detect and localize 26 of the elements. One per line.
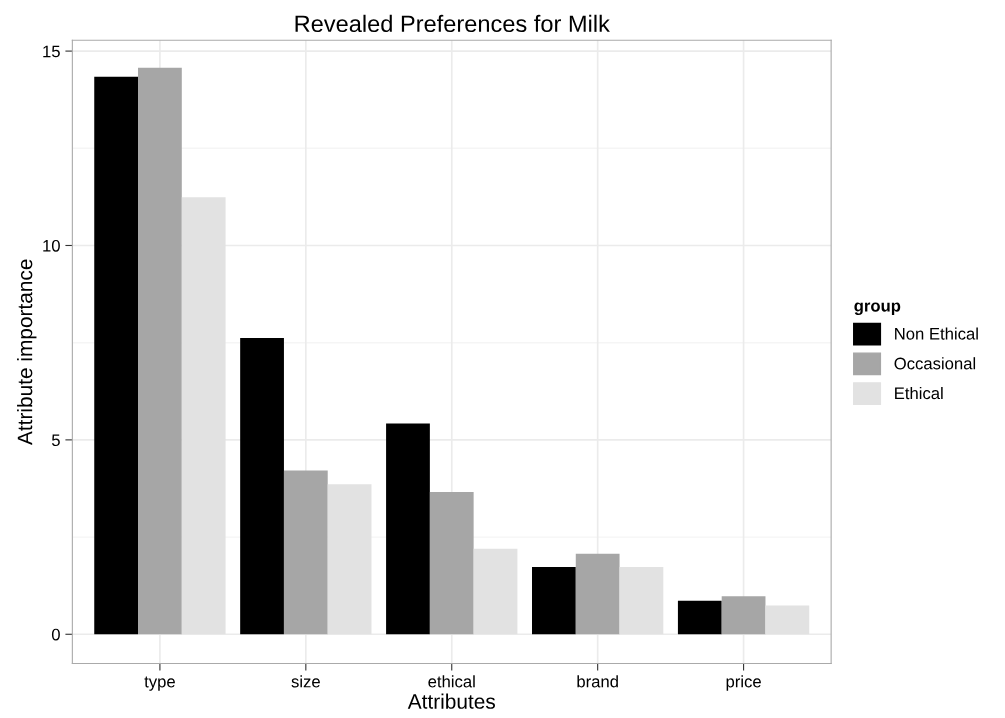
bar — [240, 338, 284, 635]
bar — [429, 491, 474, 635]
x-tick-label: price — [726, 675, 761, 691]
legend-label: Occasional — [894, 357, 976, 370]
bar — [532, 567, 576, 635]
bar — [283, 470, 328, 635]
x-tick-label: size — [291, 675, 320, 688]
bar — [94, 76, 139, 635]
bar — [677, 600, 722, 635]
x-tick-label: brand — [577, 675, 618, 688]
x-tick-label: type — [144, 676, 175, 691]
legend-label: Ethical — [895, 386, 943, 400]
bar — [575, 553, 620, 635]
bar — [721, 596, 766, 635]
bar — [138, 67, 182, 635]
legend-label: Non Ethical — [895, 327, 978, 340]
y-axis-title: Attribute importance — [17, 259, 37, 445]
y-tick-label: 5 — [51, 434, 60, 447]
y-tick-label: 10 — [43, 239, 60, 252]
x-axis-title: Attributes — [407, 693, 495, 709]
y-tick-label: 0 — [51, 628, 60, 641]
chart-title: Revealed Preferences for Milk — [295, 14, 610, 33]
legend-title: group — [854, 302, 901, 315]
bar — [386, 423, 430, 635]
y-tick-label: 15 — [43, 45, 60, 58]
x-tick-label: ethical — [428, 675, 475, 688]
